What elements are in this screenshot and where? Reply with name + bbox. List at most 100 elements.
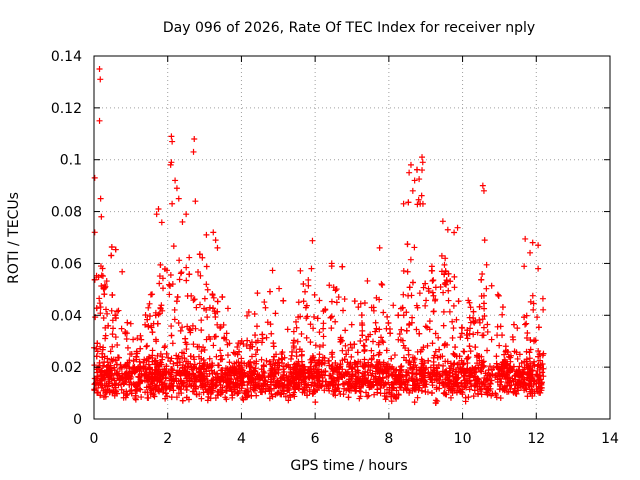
data-point <box>390 302 397 309</box>
data-point <box>300 376 307 383</box>
data-point <box>269 267 276 274</box>
data-point <box>161 366 168 373</box>
data-point <box>202 386 209 393</box>
data-point <box>197 301 203 308</box>
data-point <box>426 326 433 333</box>
data-point <box>96 300 103 307</box>
data-point <box>272 310 279 317</box>
data-point <box>263 357 270 364</box>
data-point <box>320 325 327 332</box>
x-tick-label: 10 <box>454 431 472 447</box>
axis-ticks <box>93 55 611 420</box>
data-point <box>539 369 546 376</box>
data-point <box>388 381 395 388</box>
data-point <box>99 346 106 353</box>
data-point <box>428 389 435 396</box>
data-point <box>327 372 334 379</box>
data-point <box>284 326 291 333</box>
data-point <box>466 299 473 306</box>
data-point <box>441 342 448 349</box>
data-point <box>457 334 464 341</box>
data-point <box>226 378 233 385</box>
data-point <box>450 366 457 373</box>
data-point <box>478 385 485 392</box>
data-point <box>540 365 547 372</box>
data-point <box>418 377 425 384</box>
data-point <box>220 376 227 383</box>
data-point <box>531 362 538 369</box>
data-point <box>459 391 466 398</box>
data-point <box>458 324 465 331</box>
data-point <box>407 256 414 263</box>
data-point <box>318 368 325 375</box>
data-point <box>407 387 414 394</box>
data-point <box>208 367 215 374</box>
data-point <box>402 345 409 352</box>
data-point <box>302 288 309 295</box>
data-point <box>214 370 221 377</box>
data-point <box>330 382 337 389</box>
data-point <box>264 319 271 326</box>
data-point <box>176 257 183 264</box>
data-point <box>466 386 473 393</box>
data-point <box>445 297 452 304</box>
data-point <box>405 199 412 206</box>
data-point <box>359 379 366 386</box>
data-point <box>270 356 277 363</box>
y-tick-label: 0.04 <box>51 308 82 324</box>
data-point <box>484 347 491 354</box>
data-point <box>112 334 119 341</box>
data-point <box>478 361 485 368</box>
data-point <box>496 375 503 382</box>
data-point <box>295 358 302 365</box>
data-point <box>174 359 181 366</box>
data-point <box>193 374 200 381</box>
data-point <box>207 395 214 402</box>
data-point <box>433 386 440 393</box>
data-point <box>527 388 534 395</box>
data-point <box>236 362 243 369</box>
data-point <box>411 399 418 406</box>
data-point-outlier <box>407 161 414 168</box>
data-point <box>107 362 114 369</box>
data-point <box>119 268 126 275</box>
data-point <box>449 318 456 325</box>
data-point <box>138 336 145 343</box>
data-point <box>320 333 327 340</box>
data-point <box>161 344 168 351</box>
data-point <box>124 344 131 351</box>
data-point <box>93 305 100 312</box>
data-point <box>152 336 159 343</box>
data-point <box>97 392 104 399</box>
data-point <box>176 359 183 366</box>
data-point <box>108 252 115 259</box>
data-point <box>252 351 259 358</box>
data-point <box>249 371 256 378</box>
data-point <box>113 361 120 368</box>
data-point <box>186 375 193 382</box>
data-point <box>213 353 220 360</box>
data-point <box>446 385 453 392</box>
data-point <box>448 362 455 369</box>
data-point <box>248 379 255 386</box>
data-point <box>434 354 441 361</box>
data-point <box>154 320 161 327</box>
data-point <box>406 284 413 291</box>
data-point <box>138 370 145 377</box>
data-point <box>420 284 427 291</box>
data-point <box>263 334 270 341</box>
data-point <box>429 289 436 296</box>
data-point-outlier <box>481 237 488 244</box>
data-point <box>169 281 176 288</box>
data-point <box>470 308 477 315</box>
data-point <box>339 366 346 373</box>
data-point <box>498 368 505 375</box>
data-point <box>368 347 375 354</box>
data-point <box>251 311 258 318</box>
data-point <box>372 319 379 326</box>
data-point <box>156 280 163 287</box>
data-point <box>528 383 535 390</box>
data-point <box>209 362 216 369</box>
data-point <box>470 366 477 373</box>
data-point <box>121 374 128 381</box>
